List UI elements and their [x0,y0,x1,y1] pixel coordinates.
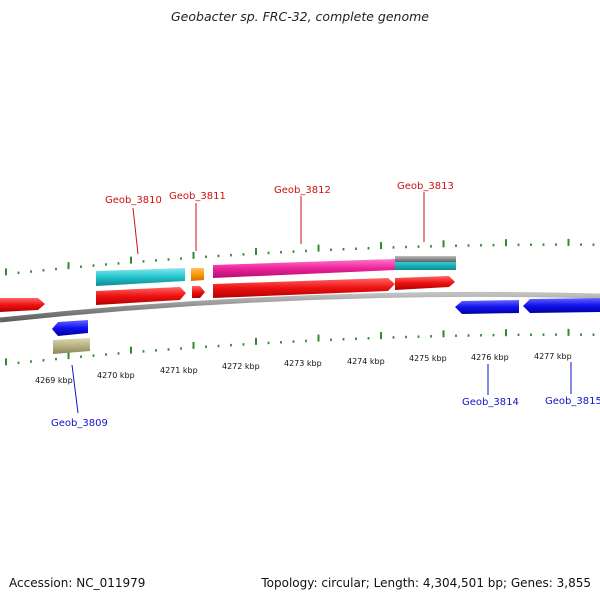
gene-label-top[interactable]: Geob_3811 [169,191,226,202]
forward-gene-arrow[interactable] [192,286,205,298]
gene-label-bottom[interactable]: Geob_3809 [51,418,108,429]
kbp-label: 4269 kbp [35,376,73,385]
forward-gene-arrow[interactable] [96,287,186,305]
forward-gene-arrow[interactable] [0,298,45,312]
gene-label-bottom[interactable]: Geob_3814 [462,397,519,408]
top-label-leaders [132,192,425,255]
map-title: Geobacter sp. FRC-32, complete genome [171,9,429,24]
cyan-feature[interactable] [96,268,185,286]
genome-backbone [0,291,600,323]
reverse-gene-arrow[interactable] [523,298,600,313]
kbp-label: 4273 kbp [284,359,322,368]
outer-tick-track [5,238,595,276]
reverse-gene-arrow[interactable] [455,300,519,314]
gene-label-top[interactable]: Geob_3812 [274,185,331,196]
kbp-label: 4272 kbp [222,362,260,371]
pink-feature[interactable] [213,259,395,278]
gene-label-top[interactable]: Geob_3813 [397,181,454,192]
gene-label-bottom[interactable]: Geob_3815 [545,396,600,407]
inner-tick-track [5,328,595,366]
leader-line [132,207,139,255]
leader-line [71,364,79,414]
gene-label-top[interactable]: Geob_3810 [105,195,162,206]
grey-feature-stack[interactable] [395,256,456,262]
khaki-feature[interactable] [53,338,90,354]
genome-summary-text: Topology: circular; Length: 4,304,501 bp… [261,576,591,590]
forward-gene-arrow[interactable] [213,278,395,298]
bottom-label-leaders [71,362,572,414]
reverse-gene-arrow[interactable] [52,320,88,336]
kbp-scale: 4269 kbp 4270 kbp 4271 kbp 4272 kbp 4273… [35,352,572,385]
kbp-label: 4274 kbp [347,357,385,366]
orange-feature[interactable] [191,268,204,281]
kbp-label: 4276 kbp [471,353,509,362]
accession-text: Accession: NC_011979 [9,576,146,590]
kbp-label: 4275 kbp [409,354,447,363]
kbp-label: 4271 kbp [160,366,198,375]
kbp-label: 4277 kbp [534,352,572,361]
forward-gene-arrow[interactable] [395,276,455,290]
kbp-label: 4270 kbp [97,371,135,380]
